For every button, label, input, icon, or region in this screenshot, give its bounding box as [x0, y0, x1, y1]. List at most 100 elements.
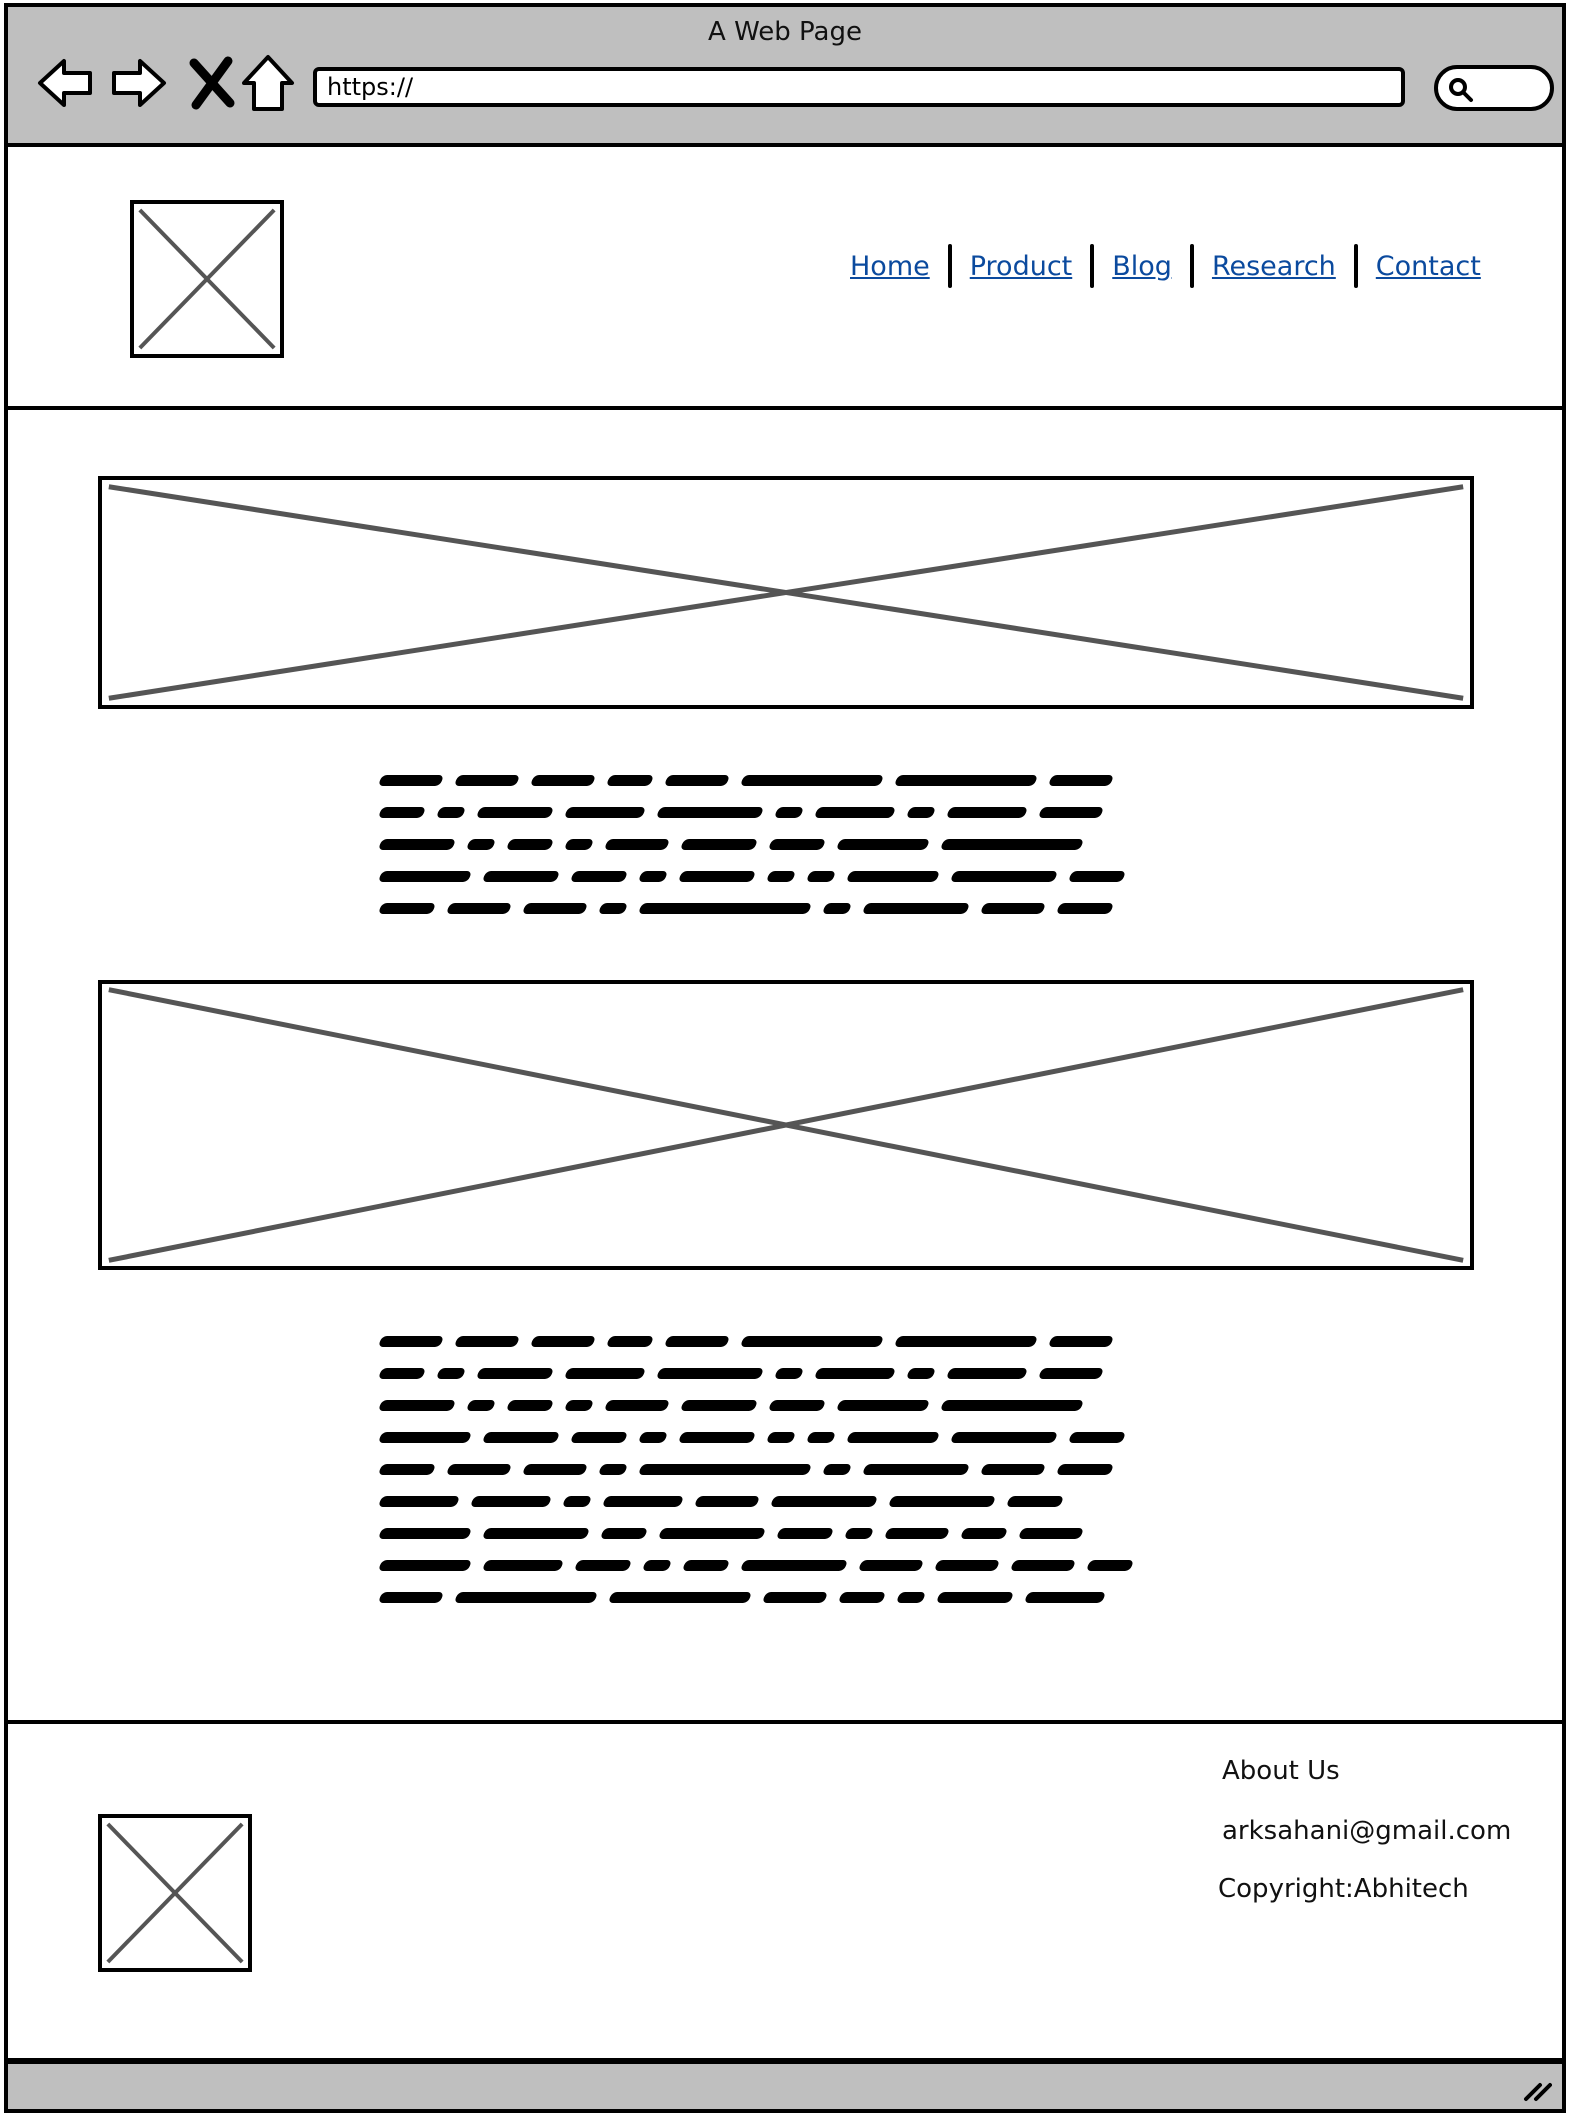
placeholder-word: [475, 1367, 555, 1379]
placeholder-text-block: [377, 764, 1138, 924]
placeholder-word: [805, 870, 837, 882]
placeholder-word: [693, 1495, 761, 1507]
placeholder-word: [1055, 1463, 1115, 1475]
forward-arrow-icon[interactable]: [106, 51, 170, 115]
placeholder-word: [949, 1431, 1059, 1443]
placeholder-text-line: [377, 1549, 1146, 1581]
placeholder-word: [1067, 870, 1127, 882]
main-navigation: Home Product Blog Research Contact: [840, 244, 1491, 288]
placeholder-word: [767, 1399, 827, 1411]
placeholder-word: [835, 838, 931, 850]
placeholder-word: [1055, 902, 1115, 914]
placeholder-word: [603, 1399, 671, 1411]
content-image: [98, 980, 1474, 1270]
placeholder-word: [521, 902, 589, 914]
placeholder-text-line: [377, 1581, 1146, 1613]
nav-blog-link[interactable]: Blog: [1112, 250, 1172, 282]
placeholder-word: [843, 1527, 875, 1539]
placeholder-word: [481, 1431, 561, 1443]
placeholder-word: [887, 1495, 997, 1507]
placeholder-word: [377, 1559, 473, 1571]
nav-divider: [1189, 244, 1194, 288]
copyright-text: Copyright:Abhitech: [1218, 1874, 1469, 1904]
placeholder-word: [465, 838, 497, 850]
placeholder-word: [769, 1495, 879, 1507]
placeholder-word: [569, 1431, 629, 1443]
placeholder-word: [857, 1559, 925, 1571]
nav-home-link[interactable]: Home: [850, 250, 930, 282]
placeholder-word: [607, 1591, 753, 1603]
placeholder-text-line: [377, 1325, 1146, 1357]
placeholder-word: [935, 1591, 1015, 1603]
resize-grip-icon[interactable]: [1522, 2073, 1552, 2103]
placeholder-word: [1037, 1367, 1105, 1379]
browser-search-box[interactable]: [1434, 65, 1554, 111]
placeholder-word: [435, 1367, 467, 1379]
nav-research-link[interactable]: Research: [1211, 250, 1336, 282]
placeholder-word: [883, 1527, 951, 1539]
placeholder-word: [905, 806, 937, 818]
image-placeholder-icon: [102, 984, 1470, 1266]
about-us-link[interactable]: About Us: [1222, 1756, 1340, 1786]
placeholder-word: [453, 1335, 521, 1347]
main-content: [4, 410, 1566, 1723]
placeholder-text-line: [377, 1357, 1146, 1389]
url-input[interactable]: https://: [313, 67, 1405, 107]
placeholder-word: [445, 1463, 513, 1475]
placeholder-word: [835, 1399, 931, 1411]
placeholder-word: [805, 1431, 837, 1443]
placeholder-word: [933, 1559, 1001, 1571]
placeholder-word: [945, 806, 1029, 818]
placeholder-word: [529, 774, 597, 786]
placeholder-text-line: [377, 1485, 1146, 1517]
placeholder-word: [765, 1431, 797, 1443]
placeholder-text-line: [377, 828, 1138, 860]
placeholder-word: [905, 1367, 937, 1379]
contact-email[interactable]: arksahani@gmail.com: [1222, 1816, 1512, 1846]
placeholder-word: [1023, 1591, 1107, 1603]
placeholder-word: [1047, 1335, 1115, 1347]
placeholder-word: [641, 1559, 673, 1571]
placeholder-text-line: [377, 1389, 1146, 1421]
placeholder-word: [959, 1527, 1009, 1539]
home-icon[interactable]: [236, 51, 300, 115]
placeholder-word: [821, 902, 853, 914]
placeholder-word: [893, 774, 1039, 786]
placeholder-word: [765, 870, 797, 882]
placeholder-word: [775, 1527, 835, 1539]
nav-product-link[interactable]: Product: [969, 250, 1073, 282]
browser-toolbar: A Web Page https://: [4, 3, 1566, 147]
placeholder-word: [569, 870, 629, 882]
image-placeholder-icon: [134, 204, 280, 354]
placeholder-word: [377, 1527, 473, 1539]
placeholder-word: [377, 1431, 473, 1443]
placeholder-word: [465, 1399, 497, 1411]
stop-icon[interactable]: [180, 51, 244, 115]
nav-contact-link[interactable]: Contact: [1375, 250, 1481, 282]
placeholder-word: [861, 1463, 971, 1475]
placeholder-word: [679, 1399, 759, 1411]
back-arrow-icon[interactable]: [34, 51, 98, 115]
placeholder-word: [945, 1367, 1029, 1379]
placeholder-word: [453, 1591, 599, 1603]
placeholder-word: [739, 1335, 885, 1347]
placeholder-word: [597, 902, 629, 914]
image-placeholder-icon: [102, 1818, 248, 1968]
placeholder-word: [1047, 774, 1115, 786]
placeholder-word: [939, 1399, 1085, 1411]
placeholder-word: [845, 870, 941, 882]
search-icon: [1449, 78, 1473, 102]
placeholder-word: [1037, 806, 1105, 818]
placeholder-word: [895, 1591, 927, 1603]
placeholder-word: [435, 806, 467, 818]
placeholder-word: [1067, 1431, 1127, 1443]
placeholder-word: [377, 902, 437, 914]
placeholder-word: [601, 1495, 685, 1507]
placeholder-word: [979, 1463, 1047, 1475]
placeholder-word: [637, 1463, 813, 1475]
placeholder-word: [1017, 1527, 1085, 1539]
placeholder-word: [1009, 1559, 1077, 1571]
placeholder-word: [655, 806, 765, 818]
placeholder-word: [377, 1591, 445, 1603]
placeholder-word: [655, 1367, 765, 1379]
